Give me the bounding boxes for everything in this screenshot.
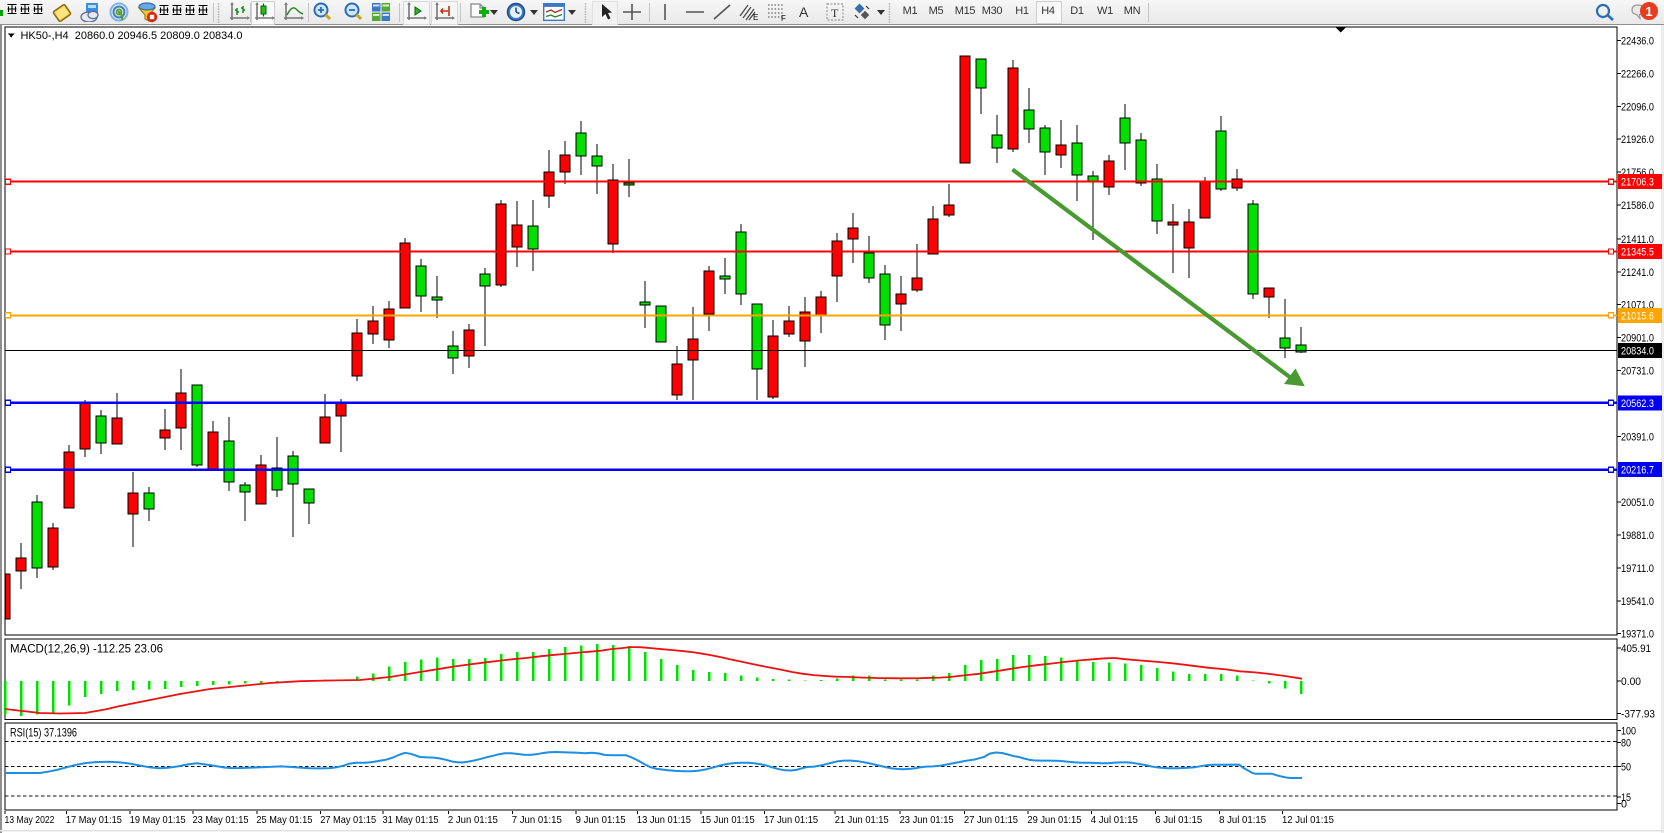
svg-text:15 Jun 01:15: 15 Jun 01:15 xyxy=(701,814,755,826)
svg-text:F: F xyxy=(781,14,786,22)
svg-text:100: 100 xyxy=(1621,726,1636,738)
svg-text:20731.0: 20731.0 xyxy=(1621,366,1654,378)
svg-text:31 May 01:15: 31 May 01:15 xyxy=(383,814,439,826)
svg-text:13 May 2022: 13 May 2022 xyxy=(5,814,55,826)
svg-text:HK50-,H4 20860.0 20946.5 2080: HK50-,H4 20860.0 20946.5 20809.0 20834.0 xyxy=(21,30,243,42)
svg-text:17 Jun 01:15: 17 Jun 01:15 xyxy=(764,814,818,826)
svg-text:22436.0: 22436.0 xyxy=(1621,36,1654,48)
svg-text:21345.5: 21345.5 xyxy=(1621,247,1654,259)
svg-text:20391.0: 20391.0 xyxy=(1621,431,1654,443)
svg-text:50: 50 xyxy=(1621,762,1631,774)
svg-text:E: E xyxy=(753,13,758,22)
svg-text:19711.0: 19711.0 xyxy=(1621,563,1654,575)
svg-text:T: T xyxy=(831,6,839,20)
svg-text:0: 0 xyxy=(1621,799,1627,811)
svg-text:2 Jun 01:15: 2 Jun 01:15 xyxy=(448,814,498,826)
svg-text:21 Jun 01:15: 21 Jun 01:15 xyxy=(835,814,889,826)
svg-text:15: 15 xyxy=(1621,792,1631,804)
svg-text:1: 1 xyxy=(1645,4,1652,19)
svg-text:27 Jun 01:15: 27 Jun 01:15 xyxy=(964,814,1018,826)
svg-text:13 Jun 01:15: 13 Jun 01:15 xyxy=(637,814,691,826)
svg-text:29 Jun 01:15: 29 Jun 01:15 xyxy=(1027,814,1081,826)
svg-text:23 Jun 01:15: 23 Jun 01:15 xyxy=(900,814,954,826)
svg-text:19 May 01:15: 19 May 01:15 xyxy=(130,814,186,826)
svg-text:19371.0: 19371.0 xyxy=(1621,629,1654,641)
svg-text:-377.93: -377.93 xyxy=(1621,709,1655,721)
svg-text:22096.0: 22096.0 xyxy=(1621,101,1654,113)
svg-text:9 Jun 01:15: 9 Jun 01:15 xyxy=(576,814,626,826)
svg-text:20901.0: 20901.0 xyxy=(1621,333,1654,345)
svg-text:21706.3: 21706.3 xyxy=(1621,177,1654,189)
svg-text:12 Jul 01:15: 12 Jul 01:15 xyxy=(1282,814,1334,826)
svg-text:20216.7: 20216.7 xyxy=(1621,465,1654,477)
svg-text:19541.0: 19541.0 xyxy=(1621,596,1654,608)
svg-text:25 May 01:15: 25 May 01:15 xyxy=(256,814,312,826)
svg-text:0.00: 0.00 xyxy=(1621,676,1641,688)
svg-text:4 Jul 01:15: 4 Jul 01:15 xyxy=(1091,814,1138,826)
svg-text:21586.0: 21586.0 xyxy=(1621,200,1654,212)
svg-text:20562.3: 20562.3 xyxy=(1621,398,1654,410)
svg-text:21411.0: 21411.0 xyxy=(1621,234,1654,246)
svg-text:6 Jul 01:15: 6 Jul 01:15 xyxy=(1155,814,1202,826)
svg-text:27 May 01:15: 27 May 01:15 xyxy=(320,814,376,826)
svg-text:405.91: 405.91 xyxy=(1621,643,1651,655)
svg-text:23 May 01:15: 23 May 01:15 xyxy=(193,814,249,826)
svg-text:20051.0: 20051.0 xyxy=(1621,497,1654,509)
svg-text:8 Jul 01:15: 8 Jul 01:15 xyxy=(1219,814,1266,826)
svg-text:21241.0: 21241.0 xyxy=(1621,267,1654,279)
svg-text:80: 80 xyxy=(1621,737,1631,749)
svg-text:RSI(15) 37.1396: RSI(15) 37.1396 xyxy=(10,725,77,739)
svg-text:22266.0: 22266.0 xyxy=(1621,68,1654,80)
svg-text:21926.0: 21926.0 xyxy=(1621,134,1654,146)
svg-text:MACD(12,26,9) -112.25 23.06: MACD(12,26,9) -112.25 23.06 xyxy=(10,642,163,656)
svg-text:21015.6: 21015.6 xyxy=(1621,310,1654,322)
svg-text:19881.0: 19881.0 xyxy=(1621,530,1654,542)
svg-text:7 Jun 01:15: 7 Jun 01:15 xyxy=(512,814,562,826)
svg-text:17 May 01:15: 17 May 01:15 xyxy=(66,814,122,826)
svg-text:20834.0: 20834.0 xyxy=(1621,345,1654,357)
